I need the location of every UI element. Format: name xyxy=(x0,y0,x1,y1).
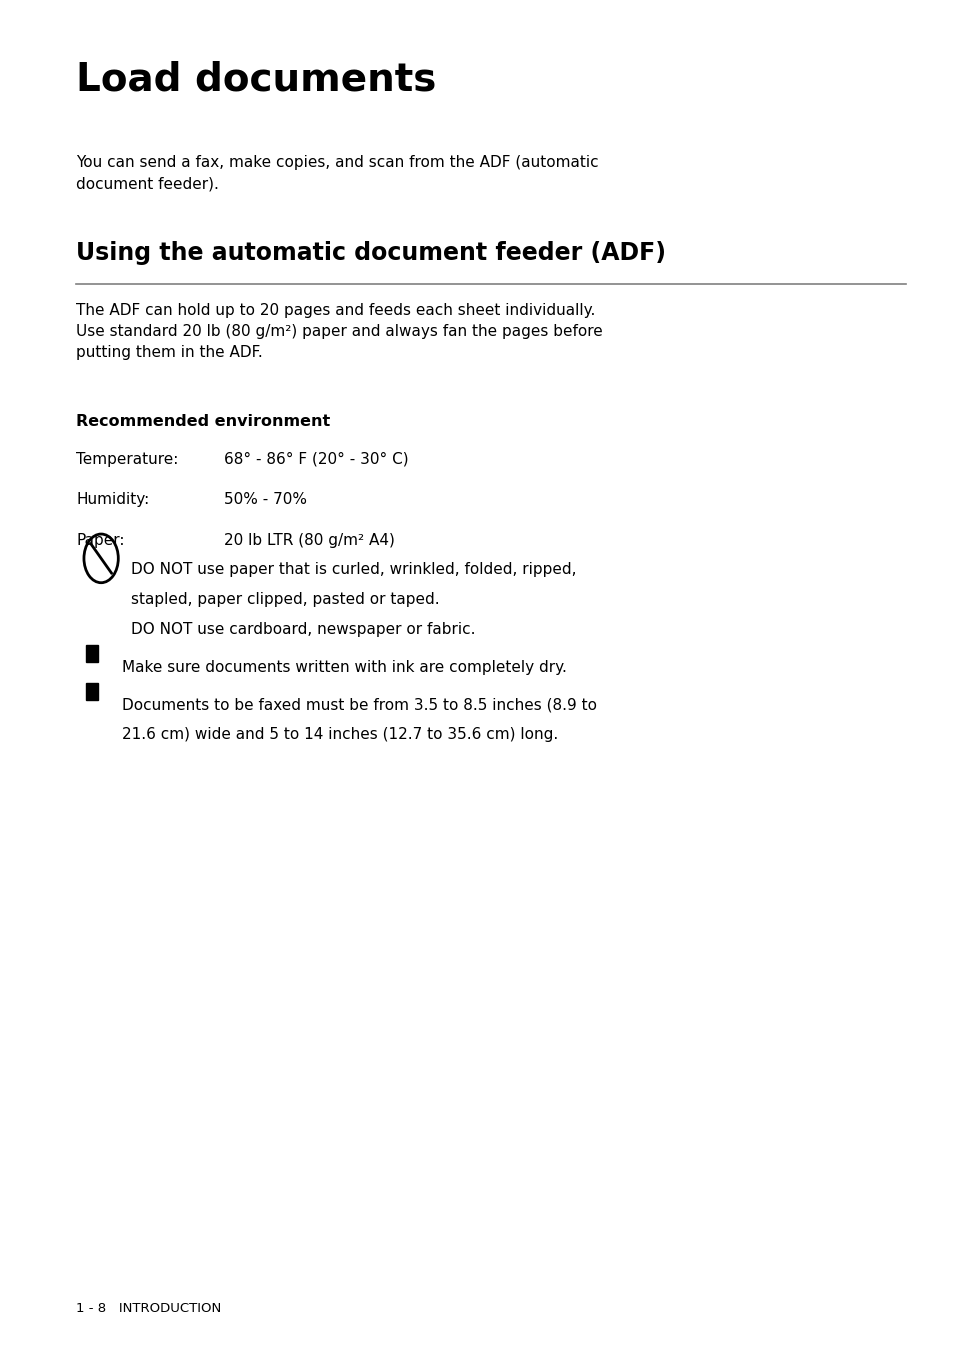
Text: Temperature:: Temperature: xyxy=(76,452,178,466)
Text: 21.6 cm) wide and 5 to 14 inches (12.7 to 35.6 cm) long.: 21.6 cm) wide and 5 to 14 inches (12.7 t… xyxy=(122,727,558,742)
Text: 1 - 8   INTRODUCTION: 1 - 8 INTRODUCTION xyxy=(76,1302,221,1315)
Text: Using the automatic document feeder (ADF): Using the automatic document feeder (ADF… xyxy=(76,241,665,265)
Text: 50% - 70%: 50% - 70% xyxy=(224,492,307,507)
Text: Load documents: Load documents xyxy=(76,61,436,99)
Text: DO NOT use paper that is curled, wrinkled, folded, ripped,: DO NOT use paper that is curled, wrinkle… xyxy=(131,562,576,577)
Text: The ADF can hold up to 20 pages and feeds each sheet individually.
Use standard : The ADF can hold up to 20 pages and feed… xyxy=(76,303,602,360)
Text: Paper:: Paper: xyxy=(76,533,125,548)
Text: 20 lb LTR (80 g/m² A4): 20 lb LTR (80 g/m² A4) xyxy=(224,533,395,548)
Bar xyxy=(86,645,98,662)
Bar xyxy=(86,683,98,700)
Text: Recommended environment: Recommended environment xyxy=(76,414,331,429)
Text: You can send a fax, make copies, and scan from the ADF (automatic
document feede: You can send a fax, make copies, and sca… xyxy=(76,155,598,192)
Text: stapled, paper clipped, pasted or taped.: stapled, paper clipped, pasted or taped. xyxy=(131,592,439,607)
Text: Make sure documents written with ink are completely dry.: Make sure documents written with ink are… xyxy=(122,660,566,675)
Text: 68° - 86° F (20° - 30° C): 68° - 86° F (20° - 30° C) xyxy=(224,452,409,466)
Text: DO NOT use cardboard, newspaper or fabric.: DO NOT use cardboard, newspaper or fabri… xyxy=(131,622,475,637)
Text: Humidity:: Humidity: xyxy=(76,492,150,507)
Text: Documents to be faxed must be from 3.5 to 8.5 inches (8.9 to: Documents to be faxed must be from 3.5 t… xyxy=(122,698,597,713)
